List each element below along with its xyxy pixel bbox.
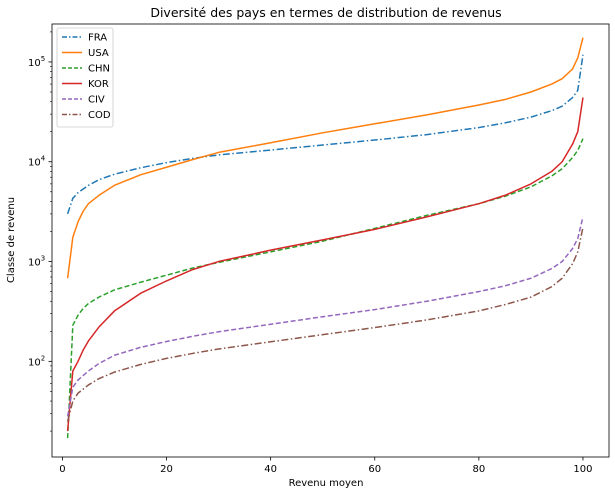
series-line-fra [66,54,584,215]
series-line-cod [66,227,584,422]
plot-frame [51,23,610,458]
chart-title: Diversité des pays en termes de distribu… [150,5,501,20]
y-tick-base: 10 [28,58,41,69]
x-tick-label: 80 [472,464,485,475]
x-tick-label: 100 [573,464,592,475]
y-tick-base: 10 [28,258,41,269]
x-axis-ticks: 0 20 40 60 80 100 [59,457,593,475]
x-axis-label: Revenu moyen [289,478,364,489]
y-tick-exponent: 5 [41,55,45,63]
plot-series [66,37,584,439]
y-tick-base: 10 [28,357,41,368]
x-tick-label: 40 [264,464,277,475]
y-axis-label: Classe de revenu [6,197,17,283]
y-tick-base: 10 [28,158,41,169]
series-line-chn [66,138,584,439]
series-line-usa [66,37,584,279]
y-tick-exponent: 3 [41,255,45,263]
x-tick-label: 20 [160,464,173,475]
series-line-civ [66,216,584,417]
legend-label-cod: COD [88,110,111,121]
y-tick-label: 102 [28,354,45,368]
legend-label-civ: CIV [88,95,105,106]
legend: FRA USA CHN KOR CIV COD [56,27,114,128]
legend-label-chn: CHN [88,64,110,75]
legend-label-fra: FRA [88,33,107,44]
y-tick-label: 104 [28,155,46,169]
legend-label-kor: KOR [88,79,109,90]
y-tick-label: 103 [28,255,45,269]
x-tick-label: 0 [59,464,65,475]
y-tick-label: 105 [28,55,45,69]
y-tick-exponent: 4 [41,155,46,163]
legend-label-usa: USA [88,48,109,59]
x-tick-label: 60 [368,464,381,475]
series-line-kor [66,97,584,432]
y-tick-exponent: 2 [41,354,45,362]
